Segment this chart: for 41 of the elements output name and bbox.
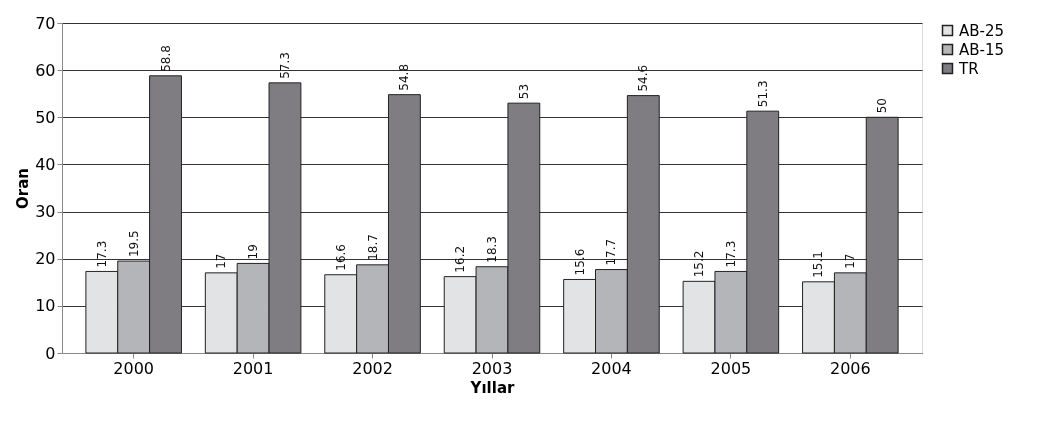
data-label: 17 xyxy=(843,253,858,269)
y-tick-label: 20 xyxy=(35,249,56,269)
data-label: 15.2 xyxy=(692,250,707,278)
x-axis-title: Yıllar xyxy=(469,378,515,397)
x-tick-label: 2004 xyxy=(591,358,632,378)
y-tick-label: 70 xyxy=(35,13,56,33)
data-label: 18.3 xyxy=(485,236,499,263)
y-tick-label: 60 xyxy=(35,60,56,80)
data-label: 17.3 xyxy=(94,240,109,268)
data-label: 16.2 xyxy=(453,245,468,273)
y-tick-label: 10 xyxy=(35,296,56,316)
legend-label: AB-25 xyxy=(959,21,1005,40)
data-label: 54.6 xyxy=(636,64,651,92)
y-axis-title: Oran xyxy=(14,168,33,209)
data-label: 15.6 xyxy=(572,248,587,276)
y-tick-label: 50 xyxy=(35,107,56,127)
legend-label: AB-15 xyxy=(959,40,1005,59)
data-label: 19 xyxy=(246,244,261,260)
legend-label: TR xyxy=(958,59,979,78)
data-label: 16.6 xyxy=(333,244,348,271)
x-tick-label: 2006 xyxy=(829,358,871,378)
x-tick-label: 2005 xyxy=(710,358,752,378)
data-label: 53 xyxy=(516,83,531,100)
data-label: 15.1 xyxy=(811,251,826,278)
data-label: 18.7 xyxy=(365,234,380,261)
x-tick-label: 2003 xyxy=(471,358,513,378)
y-tick-label: 30 xyxy=(35,202,56,222)
x-tick-label: 2001 xyxy=(232,358,274,378)
data-label: 17.7 xyxy=(604,238,619,266)
data-label: 54.8 xyxy=(397,63,412,91)
data-label: 19.5 xyxy=(126,230,141,258)
data-label: 17 xyxy=(214,253,229,269)
data-label: 58.8 xyxy=(158,45,173,72)
x-tick-label: 2002 xyxy=(352,358,393,378)
data-label: 51.3 xyxy=(755,80,770,108)
data-label: 57.3 xyxy=(277,52,292,79)
data-label: 17.3 xyxy=(723,240,738,268)
data-label: 50 xyxy=(875,98,890,114)
x-tick-label: 2000 xyxy=(113,358,155,378)
y-tick-label: 40 xyxy=(35,154,56,174)
y-tick-label: 0 xyxy=(45,343,56,363)
